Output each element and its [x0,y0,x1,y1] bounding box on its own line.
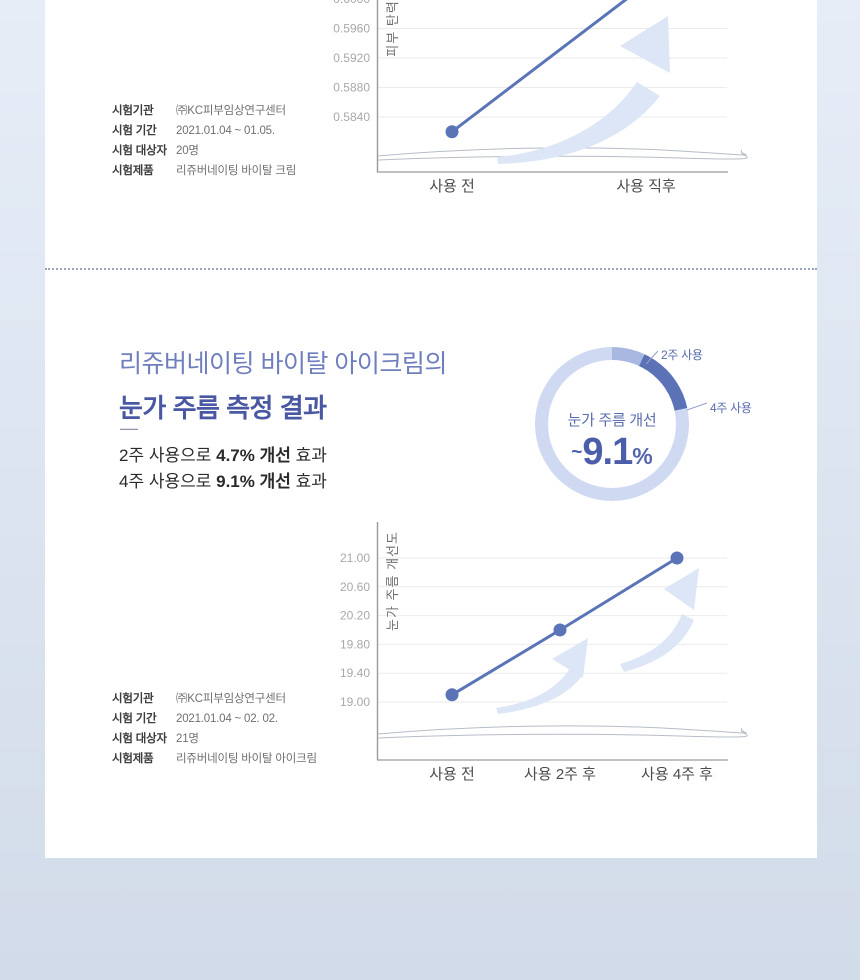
donut-leader-lines [645,350,708,411]
info-row: 시험기관 ㈜KC피부임상연구센터 [112,101,296,121]
section-title-line2: 눈가 주름 측정 결과 [119,393,327,423]
svg-text:20.20: 20.20 [340,609,370,623]
info-value: 리쥬버네이팅 바이탈 아이크림 [176,753,317,765]
svg-text:0.6000: 0.6000 [333,0,370,6]
test-info-block: 시험기관 ㈜KC피부임상연구센터 시험 기간 2021.01.04 ~ 02. … [112,689,317,769]
section-title: 리쥬버네이팅 바이탈 아이크림의 눈가 주름 측정 결과 [119,344,447,425]
svg-text:19.80: 19.80 [340,637,370,651]
svg-text:사용 2주 후: 사용 2주 후 [524,766,596,783]
donut-center-label: 눈가 주름 개선 [567,412,657,429]
y-axis-title: 피부 탄력도 [385,0,400,57]
info-row: 시험 기간 2021.01.04 ~ 01.05. [112,121,296,141]
info-label: 시험 기간 [112,713,157,725]
wrinkle-line-chart: 21.00 20.60 20.20 19.80 19.40 19.00 사용 전 사용 2주… [340,522,748,783]
info-label: 시험기관 [112,693,154,705]
donut-label-4weeks: 4주 사용 [710,401,752,415]
dotted-divider [45,268,817,270]
test-info-block: 시험기관 ㈜KC피부임상연구센터 시험 기간 2021.01.04 ~ 01.0… [112,101,296,181]
donut-center-value: ~9.1% [571,431,653,473]
svg-text:사용 전: 사용 전 [429,178,475,195]
elasticity-line-chart: 0.6000 0.5960 0.5920 0.5880 0.5840 사용 전 사용 직후 [333,0,748,195]
donut-center-text: 눈가 주름 개선 ~9.1% [535,409,689,474]
svg-text:19.40: 19.40 [340,666,370,680]
svg-text:사용 직후: 사용 직후 [616,178,676,195]
info-value: 리쥬버네이팅 바이탈 크림 [176,165,297,177]
info-label: 시험제품 [112,753,154,765]
axis-break-wave [377,725,748,739]
result-line: 2주 사용으로 4.7% 개선 효과 [119,446,327,465]
info-value: ㈜KC피부임상연구센터 [176,105,286,117]
result-line: 4주 사용으로 9.1% 개선 효과 [119,472,327,491]
info-row: 시험제품 리쥬버네이팅 바이탈 아이크림 [112,749,317,769]
svg-text:0.5880: 0.5880 [333,81,370,95]
info-value: 2021.01.04 ~ 02. 02. [176,713,278,725]
y-axis-title: 눈가 주름 개선도 [385,531,400,631]
info-row: 시험기관 ㈜KC피부임상연구센터 [112,689,317,709]
info-label: 시험기관 [112,105,154,117]
donut-label-2weeks: 2주 사용 [661,348,703,362]
growth-arrow-icon [496,568,699,714]
svg-text:사용 4주 후: 사용 4주 후 [641,766,713,783]
info-label: 시험 기간 [112,125,157,137]
svg-text:21.00: 21.00 [340,551,370,565]
svg-text:19.00: 19.00 [340,695,370,709]
info-label: 시험제품 [112,165,154,177]
info-label: 시험 대상자 [112,145,167,157]
donut-hole [548,360,676,488]
info-row: 시험 대상자 21명 [112,729,317,749]
info-row: 시험제품 리쥬버네이팅 바이탈 크림 [112,161,296,181]
info-row: 시험 기간 2021.01.04 ~ 02. 02. [112,709,317,729]
svg-text:20.60: 20.60 [340,580,370,594]
info-value: 2021.01.04 ~ 01.05. [176,125,275,137]
title-dash: — [120,418,138,438]
section-title-line1: 리쥬버네이팅 바이탈 아이크림의 [119,350,447,378]
axis-break-wave [377,147,748,161]
info-value: 21명 [176,733,199,745]
svg-text:0.5920: 0.5920 [333,51,370,65]
svg-text:0.5840: 0.5840 [333,110,370,124]
growth-arrow-icon [497,16,670,164]
svg-text:사용 전: 사용 전 [429,766,475,783]
info-value: ㈜KC피부임상연구센터 [176,693,286,705]
info-label: 시험 대상자 [112,733,167,745]
info-row: 시험 대상자 20명 [112,141,296,161]
svg-text:0.5960: 0.5960 [333,22,370,36]
result-summary: 2주 사용으로 4.7% 개선 효과 4주 사용으로 9.1% 개선 효과 [119,443,327,495]
info-value: 20명 [176,145,199,157]
